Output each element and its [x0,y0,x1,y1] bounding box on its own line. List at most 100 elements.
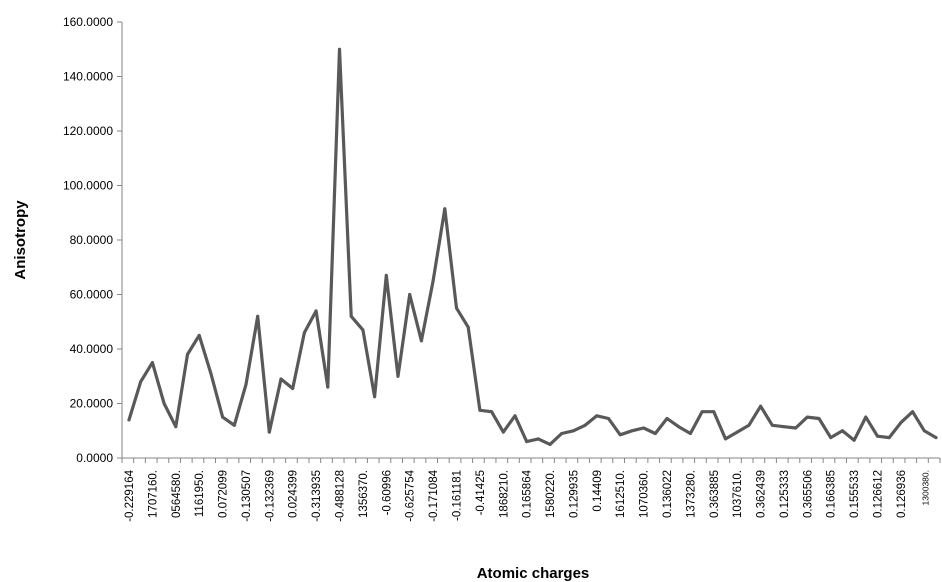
data-point [373,395,377,399]
y-tick-label: 80.0000 [70,233,114,247]
x-tick-label: 0.165864 [522,469,534,518]
data-point [794,426,798,430]
data-point [829,436,833,440]
data-point [291,387,295,390]
data-point [361,328,365,332]
x-tick-label: -0.625754 [405,469,417,521]
data-point [279,377,283,381]
x-tick-label: 0.14409 [592,470,604,512]
x-tick-label: 0564580. [171,470,183,518]
data-point [197,333,201,337]
data-point [221,415,225,419]
x-tick-label: 0.072099 [218,470,230,518]
data-point [560,432,564,435]
data-point [326,385,330,389]
data-point [583,423,587,427]
x-tick-label: -0.41425 [475,470,487,515]
x-tick-label: 1037610. [732,470,744,518]
data-point [618,433,622,437]
x-tick-label: -0.229164 [124,469,136,521]
data-point [314,309,318,313]
x-tick-label: -0.132369 [264,470,276,522]
data-point [150,361,154,365]
x-tick-label: 0.362439 [756,470,768,518]
data-point [338,47,341,51]
x-tick-label: -0.60996 [381,470,393,515]
y-axis-title: Anisotropy [12,200,29,280]
data-point [922,429,926,433]
data-point [899,421,903,425]
data-point [571,429,575,433]
x-tick-label: 0.024399 [288,470,300,518]
x-axis: -0.229164 1707160. 0564580. 1161950. 0.07209… [121,457,941,522]
x-tick-label: -0.171084 [428,469,440,521]
data-point [595,414,599,418]
data-point [805,415,809,419]
x-tick-label: 1373280. [685,470,697,518]
data-point [174,425,178,429]
x-tick-label: 0.365506 [802,470,814,518]
x-tick-label: 1161950. [194,470,206,517]
data-point [782,425,786,429]
x-tick-label: 0.126936 [896,470,908,518]
series-line [127,47,938,446]
x-tick-label: -0.161181 [452,470,464,521]
data-point [630,429,634,433]
data-point [186,352,189,356]
data-point [911,410,915,414]
data-point [396,374,400,378]
x-tick-label: 1612510. [615,470,627,518]
data-point [139,380,143,384]
data-point [700,410,704,414]
data-point [735,430,739,434]
data-point [759,404,763,408]
y-tick-label: 60.0000 [70,288,114,302]
y-tick-label: 0.0000 [76,451,113,465]
x-tick-label: 1868210. [498,470,510,518]
data-point [431,279,435,283]
y-tick-label: 140.0000 [63,70,113,84]
y-axis: 0.0000 20.0000 40.0000 60.0000 80.0000 100.00… [63,15,123,465]
data-point [536,437,540,441]
data-point [127,418,131,422]
data-point [443,207,447,211]
x-tick-label: 1707160. [147,470,159,518]
data-point [887,436,891,440]
data-point [419,339,423,343]
x-tick-label: 1070360. [639,470,651,518]
data-point [256,314,260,318]
x-tick-label: 0.155533 [849,470,861,518]
data-point [513,414,517,418]
x-tick-label: -0.313935 [311,470,323,522]
y-tick-label: 160.0000 [63,15,113,29]
data-point [677,425,681,429]
data-point [840,429,844,433]
y-tick-label: 40.0000 [70,342,114,356]
x-tick-label: -0.488128 [335,470,347,522]
data-point [349,314,353,318]
x-tick-label: -0.130507 [241,470,253,522]
data-point [817,417,821,420]
data-point [478,408,482,412]
series [127,47,938,446]
y-tick-label: 100.0000 [63,179,113,193]
x-tick-label: 0.125333 [779,470,791,518]
data-point [302,331,306,335]
y-tick-label: 120.0000 [63,124,113,138]
data-point [267,430,271,434]
data-point [607,417,610,420]
data-point [688,432,692,435]
x-tick-label: 1356370. [358,470,370,518]
data-point [490,410,494,414]
x-tick-label: 1300380. [920,470,930,505]
data-point [244,382,248,386]
data-point [501,430,505,434]
data-point [934,436,938,440]
data-point [548,442,552,446]
data-point [466,325,470,329]
data-point [384,273,388,277]
data-point [665,417,669,420]
x-tick-label: 0.126612 [873,470,885,518]
data-point [770,423,774,427]
